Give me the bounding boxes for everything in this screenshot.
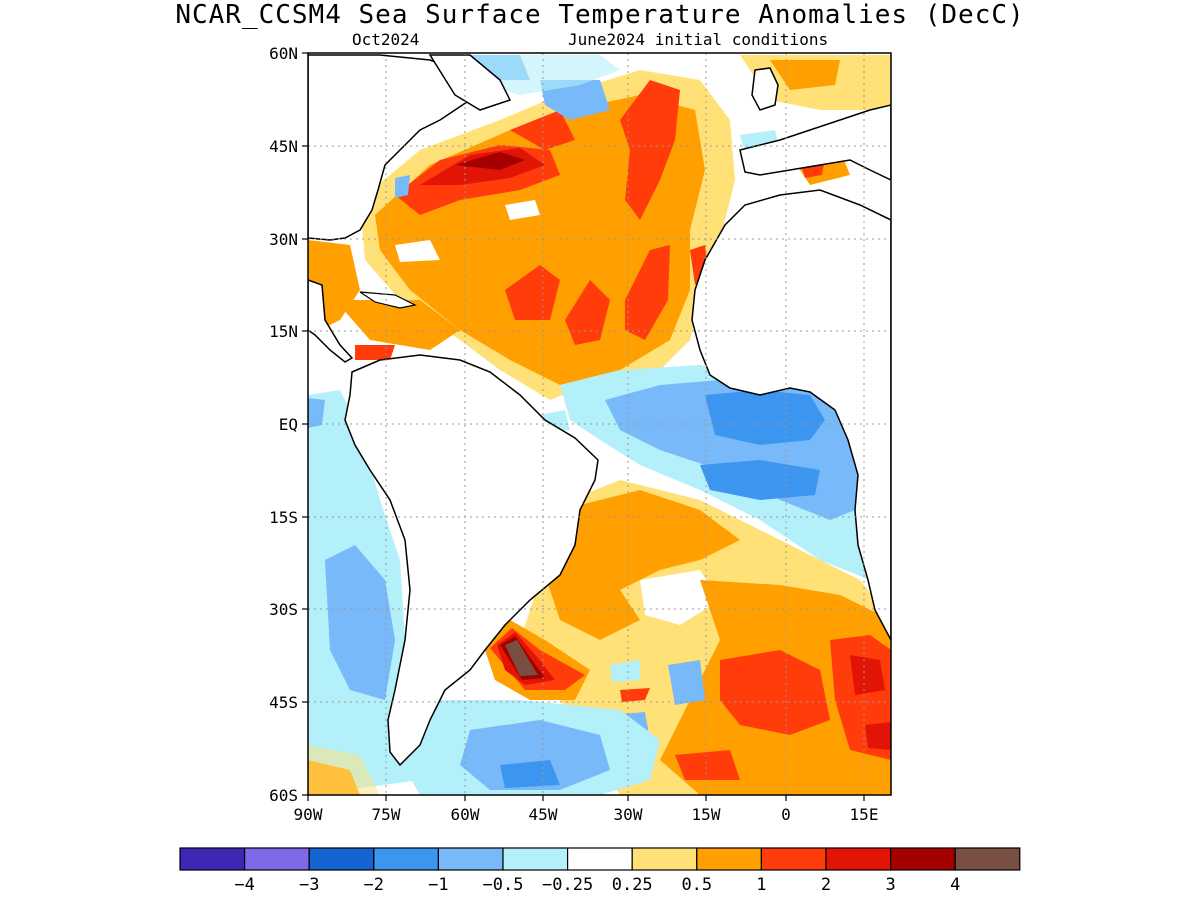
colorbar-label: 0.25 [612, 875, 653, 895]
colorbar-swatch [889, 847, 956, 871]
lat-label: 30N [269, 230, 298, 249]
colorbar-swatch [631, 847, 698, 871]
lat-label: 30S [269, 600, 298, 619]
forecast-month-label: Oct2024 [352, 30, 420, 49]
colorbar-swatch [373, 847, 439, 871]
lat-label: 15S [269, 508, 298, 527]
map-title: NCAR_CCSM4 Sea Surface Temperature Anoma… [175, 0, 1025, 30]
latitude-axis: 60N 45N 30N 15N EQ 15S 30S 45S 60S [269, 44, 308, 805]
colorbar-swatch [179, 847, 246, 871]
lat-label: 60S [269, 786, 298, 805]
lon-label: 15W [692, 805, 721, 824]
colorbar-label: 4 [950, 875, 960, 895]
longitude-axis: 90W 75W 60W 45W 30W 15W 0 15E [294, 795, 879, 824]
pacific-cool-core [325, 545, 395, 700]
lon-label: 60W [451, 805, 480, 824]
colorbar-swatch [954, 847, 1021, 871]
colorbar-label: −4 [234, 875, 254, 895]
lat-label: 45N [269, 137, 298, 156]
colorbar-label: −0.5 [483, 875, 524, 895]
greenland-coast [428, 54, 512, 111]
lon-label: 45W [529, 805, 558, 824]
colorbar-swatch [825, 847, 892, 871]
lon-label: 30W [614, 805, 643, 824]
africa-landmass [691, 189, 891, 641]
colorbar-label: −0.25 [542, 875, 593, 895]
colorbar-swatch [244, 847, 310, 871]
colorbar-swatch [566, 847, 633, 871]
central-america-landmass [308, 279, 354, 363]
south-america-landmass [344, 354, 599, 767]
colorbar: −4 −3 −2 −1 −0.5 −0.25 0.25 0.5 1 2 3 4 [179, 847, 1021, 895]
colorbar-swatch [502, 847, 569, 871]
colorbar-swatch [760, 847, 827, 871]
colorbar-label: 2 [821, 875, 831, 895]
colorbar-label: −1 [428, 875, 448, 895]
colorbar-label: −3 [299, 875, 319, 895]
lon-label: 15E [850, 805, 879, 824]
lon-label: 75W [372, 805, 401, 824]
anomaly-field [308, 53, 891, 795]
cuba-island [359, 291, 417, 309]
colorbar-label: 3 [885, 875, 895, 895]
colorbar-label: 0.5 [681, 875, 712, 895]
lat-label: 45S [269, 693, 298, 712]
colorbar-swatch [308, 847, 375, 871]
lon-label: 90W [294, 805, 323, 824]
initial-conditions-label: June2024 initial conditions [568, 30, 829, 49]
colorbar-label: −2 [364, 875, 384, 895]
grid-lines [308, 53, 891, 795]
lat-label: EQ [279, 415, 298, 434]
lat-label: 15N [269, 322, 298, 341]
colorbar-label: 1 [756, 875, 766, 895]
colorbar-swatch [696, 847, 762, 871]
europe-landmass [739, 104, 891, 181]
lat-label: 60N [269, 44, 298, 63]
colorbar-swatch [437, 847, 504, 871]
british-isles-landmass [751, 67, 779, 111]
lon-label: 0 [781, 805, 791, 824]
